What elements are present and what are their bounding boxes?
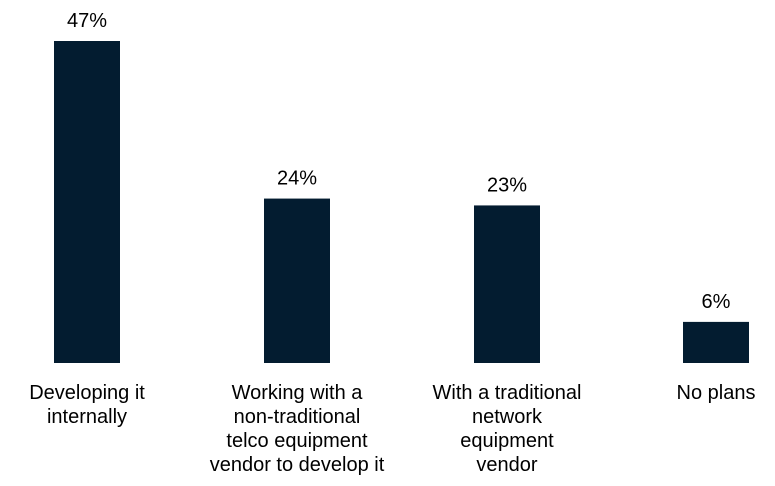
bar-4 (683, 321, 749, 363)
category-label-1-line-2: internally (47, 406, 127, 428)
value-labels-group: 47% 24% 23% 6% (67, 10, 731, 313)
category-label-2-line-3: telco equipment (226, 430, 368, 452)
category-label-3-line-4: vendor (476, 454, 537, 476)
category-label-1-line-1: Developing it (29, 382, 145, 404)
value-label-4: 6% (702, 291, 731, 313)
value-label-1: 47% (67, 10, 107, 32)
category-label-2-line-1: Working with a (232, 382, 364, 404)
category-label-3-line-2: network (472, 406, 543, 428)
bar-3 (474, 205, 540, 363)
category-label-3-line-1: With a traditional (433, 382, 582, 404)
category-label-2-line-4: vendor to develop it (210, 454, 385, 476)
value-label-3: 23% (487, 174, 527, 196)
category-label-2-line-2: non-traditional (234, 406, 361, 428)
value-label-2: 24% (277, 168, 317, 190)
bar-1 (54, 41, 120, 363)
category-label-4-line-1: No plans (677, 382, 756, 404)
bar-2 (264, 198, 330, 363)
category-label-3-line-3: equipment (460, 430, 554, 452)
bars-group (54, 41, 749, 363)
